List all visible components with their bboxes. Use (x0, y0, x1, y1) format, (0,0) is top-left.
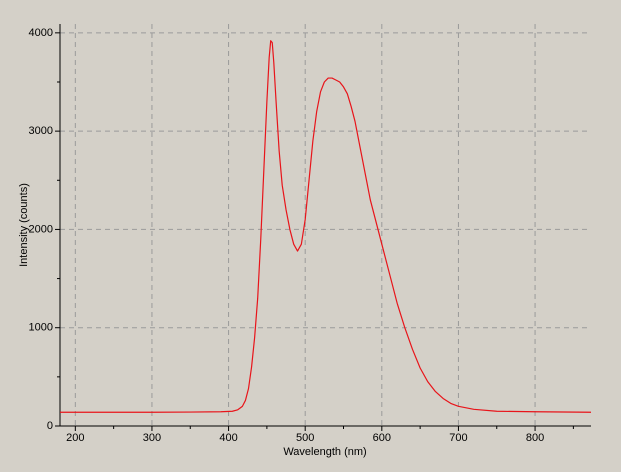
spectrum-line (60, 40, 592, 413)
y-tick-label: 3000 (29, 125, 53, 137)
x-tick-label: 400 (219, 432, 237, 444)
x-tick-label: 300 (143, 432, 161, 444)
y-tick-label: 0 (47, 420, 53, 432)
x-axis-label: Wavelength (nm) (283, 446, 366, 458)
x-tick-label: 600 (373, 432, 391, 444)
y-tick-label: 1000 (29, 322, 53, 334)
x-tick-label: 500 (296, 432, 314, 444)
y-axis-label: Intensity (counts) (18, 183, 30, 267)
x-tick-label: 200 (66, 432, 84, 444)
y-tick-label: 2000 (29, 223, 53, 235)
y-tick-label: 4000 (29, 27, 53, 39)
x-tick-label: 800 (526, 432, 544, 444)
x-tick-label: 700 (449, 432, 467, 444)
